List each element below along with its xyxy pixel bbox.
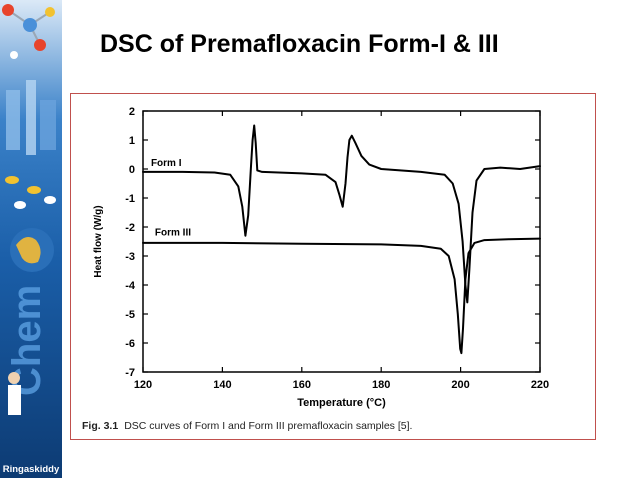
series-label-2: Form III: [155, 228, 191, 239]
x-axis-label: Temperature (°C): [297, 397, 386, 409]
figure-caption-number: Fig. 3.1: [82, 420, 119, 432]
slide-title: DSC of Premafloxacin Form-I & III: [100, 30, 499, 58]
figure-frame: 2 1 0 -1 -2 -3 -4 -5 -6 -7 120 140 160 180 200 220 Form …: [70, 93, 596, 440]
y-tick-label: -2: [125, 222, 135, 234]
y-axis-label: Heat flow (W/g): [93, 205, 104, 277]
x-tick-label: 140: [213, 379, 231, 391]
x-tick-label: 220: [531, 379, 549, 391]
y-tick-label: -3: [125, 251, 135, 263]
y-tick-label: 0: [129, 164, 135, 176]
x-tick-label: 200: [451, 379, 469, 391]
x-tick-label: 180: [372, 379, 390, 391]
figure-caption: Fig. 3.1 DSC curves of Form I and Form II…: [82, 420, 412, 432]
y-tick-label: -5: [125, 309, 135, 321]
y-tick-label: -7: [125, 367, 135, 379]
banner-art-icon: Chem: [0, 0, 62, 478]
figure-caption-text: DSC curves of Form I and Form III premaf…: [124, 420, 413, 432]
series-line-2: [142, 237, 541, 355]
y-tick-label: 2: [129, 106, 135, 118]
side-banner-image: Chem: [0, 0, 62, 478]
series-line-1: [142, 124, 541, 304]
y-tick-label: -6: [125, 338, 135, 350]
y-tick-label: -4: [125, 280, 136, 292]
y-tick-label: -1: [125, 193, 135, 205]
banner-text: Ringaskiddy: [2, 464, 60, 475]
y-tick-label: 1: [129, 135, 135, 147]
series-label-1: Form I: [151, 158, 182, 169]
x-tick-label: 160: [293, 379, 311, 391]
x-tick-label: 120: [134, 379, 152, 391]
plot-border: [142, 110, 541, 373]
